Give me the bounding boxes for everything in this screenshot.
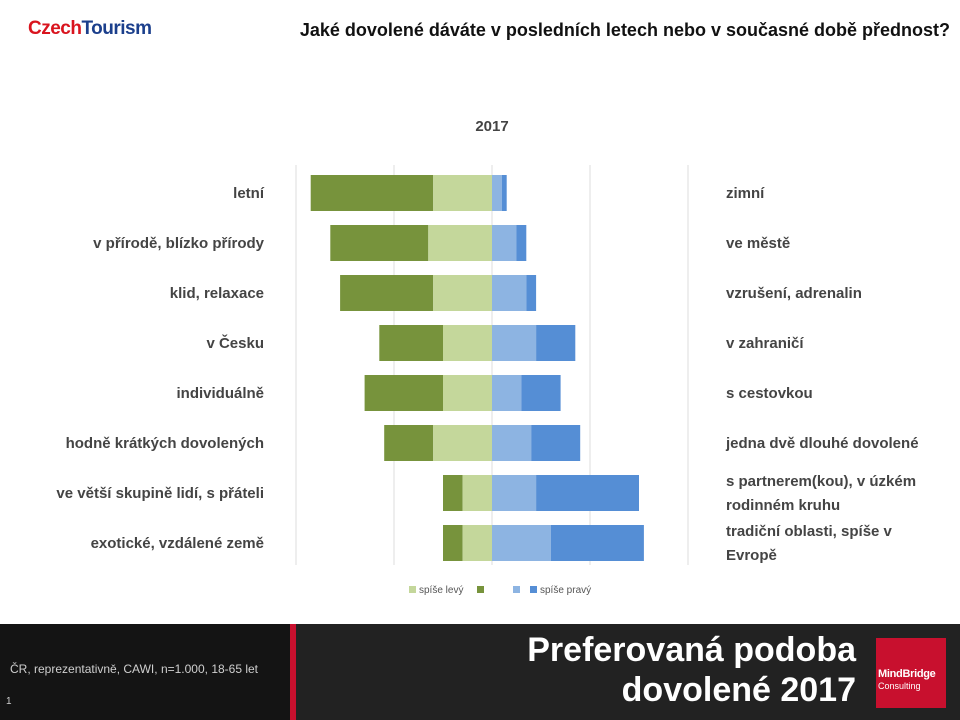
legend-swatch-right_strong bbox=[530, 586, 537, 593]
bar-left-strong bbox=[340, 275, 434, 311]
bar-left-strong bbox=[443, 475, 463, 511]
bar-left-strong bbox=[384, 425, 434, 461]
bar-right-weak bbox=[492, 425, 532, 461]
footer-left-panel bbox=[0, 624, 290, 720]
bar-left-weak bbox=[462, 475, 492, 511]
bar-right-strong bbox=[521, 375, 561, 411]
row-left-label: exotické, vzdálené země bbox=[91, 535, 264, 552]
row-right-label: v zahraničí bbox=[726, 335, 804, 352]
bar-right-strong bbox=[536, 325, 576, 361]
footer-bar: ČR, reprezentativně, CAWI, n=1.000, 18-6… bbox=[0, 624, 960, 720]
survey-question: Jaké dovolené dáváte v posledních letech… bbox=[299, 20, 950, 40]
slide-title-line2: dovolené 2017 bbox=[621, 671, 856, 709]
legend-label-left_weak: spíše levý bbox=[419, 585, 463, 596]
bar-left-weak bbox=[433, 425, 492, 461]
row-right-label: vzrušení, adrenalin bbox=[726, 285, 862, 302]
legend-swatch-left_strong bbox=[477, 586, 484, 593]
legend-swatch-left_weak bbox=[409, 586, 416, 593]
row-left-label: v přírodě, blízko přírody bbox=[93, 235, 265, 252]
bar-right-strong bbox=[526, 275, 537, 311]
bar-left-weak bbox=[433, 275, 492, 311]
logo-czech-text: Czech bbox=[28, 18, 82, 39]
bar-right-strong bbox=[550, 525, 644, 561]
bar-left-strong bbox=[443, 525, 463, 561]
row-right-label: tradiční oblasti, spíše v Evropě bbox=[726, 523, 893, 564]
page-number: 1 bbox=[6, 696, 12, 707]
diverging-bar-chart: 2017 letní zimní v přírodě, blízko přírody v… bbox=[56, 118, 919, 596]
bar-right-weak bbox=[492, 375, 522, 411]
mindbridge-logo: MindBridge Consulting bbox=[876, 638, 946, 708]
legend-label-right_strong: spíše pravý bbox=[540, 585, 591, 596]
row-left-label: klid, relaxace bbox=[170, 285, 264, 302]
bar-right-weak bbox=[492, 475, 537, 511]
bar-right-strong bbox=[536, 475, 639, 511]
chart-title: 2017 bbox=[475, 118, 508, 135]
bar-left-strong bbox=[310, 175, 434, 211]
row-left-label: letní bbox=[233, 185, 265, 202]
footer-red-divider bbox=[290, 624, 296, 720]
bar-right-weak bbox=[492, 525, 551, 561]
row-left-label: v Česku bbox=[206, 334, 264, 352]
row-right-label: jedna dvě dlouhé dovolené bbox=[725, 435, 919, 452]
slide-title-line1: Preferovaná podoba bbox=[527, 631, 856, 669]
bar-left-weak bbox=[443, 325, 492, 361]
bar-right-weak bbox=[492, 225, 517, 261]
row-left-label: individuálně bbox=[176, 385, 264, 402]
row-right-label: zimní bbox=[726, 185, 765, 202]
bar-left-weak bbox=[462, 525, 492, 561]
row-right-label: s partnerem(kou), v úzkém rodinném kruhu bbox=[726, 473, 916, 514]
bar-right-weak bbox=[492, 325, 537, 361]
bar-left-strong bbox=[379, 325, 443, 361]
bar-left-weak bbox=[433, 175, 492, 211]
row-right-label: s cestovkou bbox=[726, 385, 813, 402]
sample-footnote: ČR, reprezentativně, CAWI, n=1.000, 18-6… bbox=[10, 662, 259, 676]
slide-title: Preferovaná podoba dovolené 2017 bbox=[527, 630, 856, 710]
bar-right-strong bbox=[516, 225, 527, 261]
bar-left-strong bbox=[330, 225, 429, 261]
row-left-label: ve větší skupině lidí, s přáteli bbox=[56, 485, 264, 502]
row-left-label: hodně krátkých dovolených bbox=[66, 435, 264, 452]
legend-swatch-right_weak bbox=[513, 586, 520, 593]
czechtourism-logo: CzechTourism bbox=[28, 18, 152, 40]
bar-right-strong bbox=[501, 175, 507, 211]
logo-tourism-text: Tourism bbox=[81, 18, 152, 39]
bar-left-weak bbox=[428, 225, 492, 261]
bar-right-strong bbox=[531, 425, 581, 461]
bar-right-weak bbox=[492, 275, 527, 311]
mindbridge-logo-sub: Consulting bbox=[878, 681, 921, 691]
bar-right-weak bbox=[492, 175, 502, 211]
bar-left-strong bbox=[364, 375, 443, 411]
row-right-label: ve městě bbox=[726, 235, 790, 252]
mindbridge-logo-name: MindBridge bbox=[878, 668, 936, 680]
bar-left-weak bbox=[443, 375, 492, 411]
